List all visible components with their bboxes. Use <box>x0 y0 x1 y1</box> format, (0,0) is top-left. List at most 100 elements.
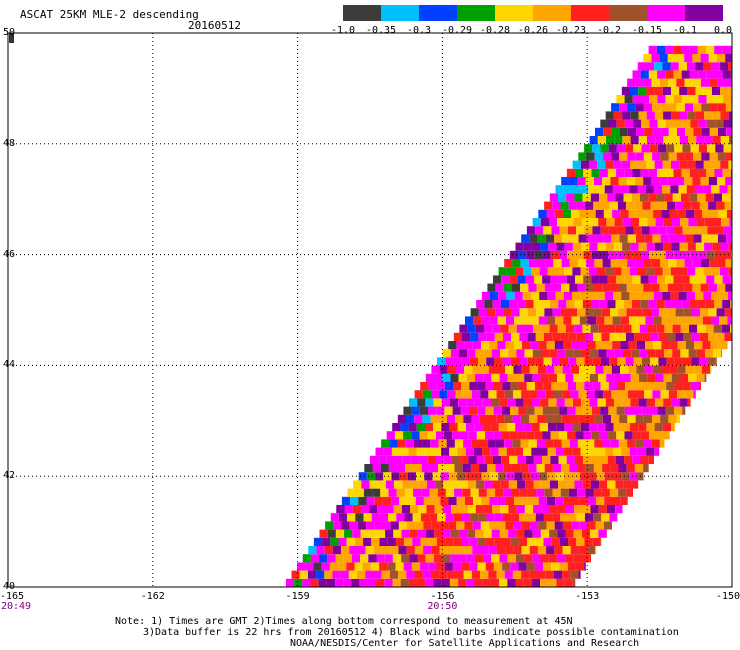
swath-cell <box>679 242 688 251</box>
swath-cell <box>570 546 579 555</box>
swath-cell <box>504 414 513 423</box>
swath-cell <box>631 480 639 489</box>
swath-cell <box>557 218 566 227</box>
swath-cell <box>690 119 699 128</box>
swath-cell <box>575 250 584 259</box>
swath-cell <box>557 349 566 358</box>
swath-cell <box>655 218 664 227</box>
swath-cell <box>551 226 560 235</box>
swath-cell <box>602 259 611 268</box>
swath-cell <box>564 447 573 456</box>
swath-cell <box>707 357 716 366</box>
swath-cell <box>598 373 607 382</box>
swath-cell <box>521 390 530 399</box>
swath-cell <box>380 464 389 473</box>
swath-cell <box>572 578 576 587</box>
swath-cell <box>351 578 360 587</box>
swath-cell <box>582 480 591 489</box>
swath-cell <box>405 439 414 448</box>
swath-cell <box>497 496 506 505</box>
swath-cell <box>643 283 652 292</box>
swath-cell <box>718 127 727 136</box>
swath-cell <box>491 373 500 382</box>
swath-cell <box>457 447 466 456</box>
swath-cell <box>704 111 713 120</box>
swath-cell <box>466 423 475 432</box>
swath-cell <box>385 505 394 514</box>
swath-cell <box>542 275 551 284</box>
swath-cell <box>418 505 427 514</box>
swath-cell <box>614 373 623 382</box>
swath-cell <box>708 201 717 210</box>
swath-cell <box>564 242 573 251</box>
swath-cell <box>657 431 666 440</box>
swath-cell <box>656 300 665 309</box>
swath-cell <box>587 365 596 374</box>
swath-cell <box>498 267 507 276</box>
swath-cell <box>565 505 575 514</box>
swath-cell <box>672 324 681 333</box>
swath-cell <box>652 390 661 399</box>
swath-cell <box>510 357 519 366</box>
swath-cell <box>433 423 442 432</box>
swath-cell <box>619 259 628 268</box>
swath-cell <box>712 136 721 145</box>
swath-cell <box>658 201 668 210</box>
swath-cell <box>382 521 391 530</box>
swath-cell <box>575 168 584 177</box>
swath-cell <box>630 423 639 432</box>
swath-cell <box>709 259 718 268</box>
swath-cell <box>417 554 426 563</box>
swath-cell <box>396 488 405 497</box>
swath-cell <box>613 242 623 251</box>
swath-cell <box>422 414 431 423</box>
swath-cell <box>627 78 636 87</box>
swath-cell <box>441 578 450 587</box>
swath-cell <box>552 513 561 522</box>
swath-cell <box>705 349 714 358</box>
swath-cell <box>368 529 377 538</box>
swath-cell <box>708 308 717 317</box>
swath-cell <box>694 341 703 350</box>
swath-cell <box>619 234 628 243</box>
swath-cell <box>344 529 353 538</box>
swath-cell <box>435 480 444 489</box>
swath-cell <box>650 201 659 210</box>
swath-cell <box>589 398 598 407</box>
swath-cell <box>436 537 446 546</box>
swath-cell <box>626 464 635 473</box>
swath-cell <box>712 160 721 169</box>
swath-cell <box>614 349 623 358</box>
swath-cell <box>461 382 470 391</box>
swath-cell <box>724 201 732 210</box>
swath-cell <box>528 259 537 268</box>
swath-cell <box>653 341 662 350</box>
swath-cell <box>693 152 702 161</box>
swath-cell <box>512 283 521 292</box>
swath-cell <box>695 86 704 95</box>
swath-cell <box>617 382 626 391</box>
swath-cell <box>621 86 630 95</box>
swath-cell <box>661 209 670 218</box>
swath-cell <box>721 324 730 333</box>
swath-cell <box>584 144 593 153</box>
swath-cell <box>550 250 559 259</box>
swath-cell <box>606 505 616 514</box>
swath-cell <box>643 439 652 448</box>
swath-cell <box>561 464 570 473</box>
swath-cell <box>555 472 564 481</box>
swath-cell <box>325 521 334 530</box>
swath-cell <box>712 111 721 120</box>
swath-cell <box>728 86 732 95</box>
swath-cell <box>687 111 696 120</box>
swath-cell <box>713 349 722 358</box>
swath-cell <box>477 562 486 571</box>
swath-cell <box>604 291 613 300</box>
swath-cell <box>663 373 672 382</box>
swath-cell <box>554 546 563 555</box>
swath-cell <box>704 373 707 382</box>
swath-cell <box>717 259 726 268</box>
swath-cell <box>603 234 612 243</box>
swath-cell <box>530 496 539 505</box>
swath-cell <box>639 324 648 333</box>
